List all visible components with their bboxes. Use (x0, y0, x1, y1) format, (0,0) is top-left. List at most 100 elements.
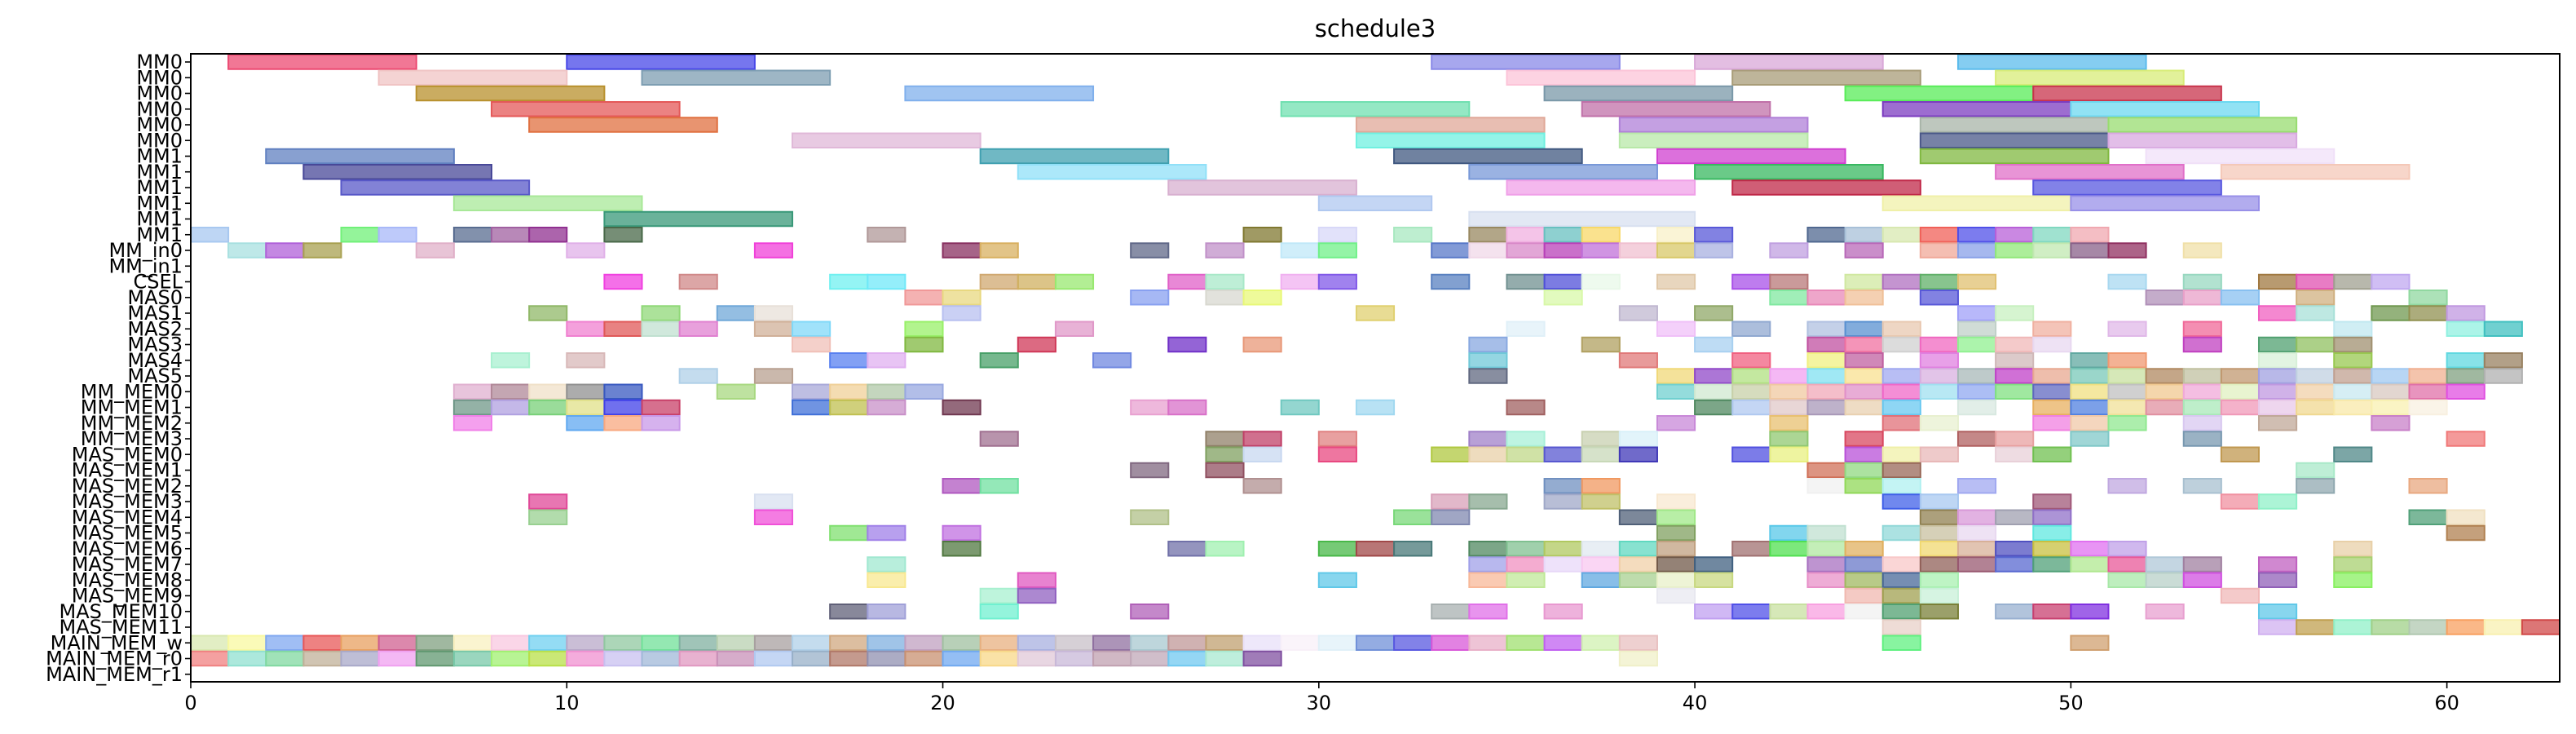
task-bar (1130, 462, 1170, 479)
task-bar (566, 415, 606, 431)
y-tick-label: MM1 (136, 145, 183, 168)
task-bar (2032, 509, 2072, 525)
task-bar (2257, 415, 2298, 431)
task-bar (1731, 541, 1771, 557)
task-bar (1881, 383, 1921, 400)
task-bar (2333, 352, 2373, 369)
task-bar (1844, 352, 1884, 369)
task-bar (2446, 509, 2486, 525)
task-bar (1054, 273, 1095, 290)
task-bar (2182, 383, 2222, 400)
task-bar (641, 635, 681, 651)
task-bar (1506, 635, 1546, 651)
task-bar (1656, 148, 1846, 165)
task-bar (1731, 69, 1921, 86)
task-bar (377, 69, 568, 86)
task-bar (1881, 572, 1921, 588)
task-bar (1618, 635, 1658, 651)
task-bar (1205, 290, 1245, 306)
task-bar (603, 227, 643, 243)
task-bar (2107, 383, 2147, 400)
task-bar (1393, 541, 1433, 557)
task-bars (190, 54, 2561, 667)
task-bar (1581, 227, 1621, 243)
task-bar (2032, 446, 2072, 462)
task-bar (1543, 227, 1583, 243)
task-bar (2483, 352, 2523, 369)
task-bar (1242, 650, 1282, 667)
task-bar (1506, 273, 1546, 290)
chart-title: schedule3 (1315, 15, 1436, 42)
task-bar (829, 399, 869, 416)
task-bar (1205, 541, 1245, 557)
task-bar (528, 509, 568, 525)
task-bar (2145, 604, 2185, 620)
task-bar (1017, 587, 1056, 604)
task-bar (1806, 227, 1846, 243)
task-bar (1468, 164, 1658, 180)
task-bar (2220, 446, 2260, 462)
task-bar (1656, 321, 1696, 337)
task-bar (1355, 635, 1396, 651)
task-bar (753, 368, 794, 384)
task-bar (1468, 635, 1508, 651)
task-bar (1280, 242, 1320, 259)
task-bar (1844, 227, 1884, 243)
task-bar (566, 321, 606, 337)
y-tick-label: MAS_MEM1 (72, 459, 183, 482)
task-bar (1054, 650, 1095, 667)
task-bar (1769, 273, 1809, 290)
task-bar (1543, 493, 1583, 510)
task-bar (2446, 383, 2486, 400)
task-bar (2257, 352, 2298, 369)
task-bar (1468, 336, 1508, 353)
task-bar (979, 352, 1019, 369)
task-bar (1431, 273, 1471, 290)
task-bar (2070, 227, 2110, 243)
task-bar (566, 352, 606, 369)
task-bar (528, 117, 718, 133)
task-bar (1017, 650, 1056, 667)
task-bar (2145, 368, 2185, 384)
task-bar (528, 383, 568, 400)
task-bar (1468, 556, 1508, 573)
task-bar (1995, 431, 2035, 447)
task-bar (2333, 399, 2373, 416)
y-tick-label: MM_in0 (108, 239, 183, 262)
task-bar (1130, 290, 1170, 306)
y-tick-label: MAS4 (127, 349, 183, 372)
task-bar (1656, 242, 1696, 259)
task-bar (2408, 619, 2448, 635)
plot-frame (190, 53, 2561, 683)
task-bar (942, 399, 981, 416)
task-bar (1431, 635, 1471, 651)
task-bar (1694, 164, 1884, 180)
task-bar (2220, 164, 2411, 180)
task-bar (1919, 572, 1959, 588)
y-tick-label: MM1 (136, 192, 183, 214)
task-bar (1806, 321, 1846, 337)
task-bar (867, 556, 906, 573)
task-bar (1694, 383, 1734, 400)
task-bar (829, 383, 869, 400)
task-bar (1017, 572, 1056, 588)
task-bar (340, 179, 531, 196)
task-bar (2371, 368, 2411, 384)
task-bar (603, 273, 643, 290)
task-bar (1919, 541, 1959, 557)
task-bar (1543, 635, 1583, 651)
task-bar (1581, 478, 1621, 494)
task-bar (528, 493, 568, 510)
task-bar (1468, 541, 1508, 557)
task-bar (2070, 195, 2260, 211)
task-bar (1881, 273, 1921, 290)
task-bar (1919, 509, 1959, 525)
task-bar (1881, 368, 1921, 384)
task-bar (1130, 242, 1170, 259)
task-bar (2257, 336, 2298, 353)
task-bar (2257, 572, 2298, 588)
task-bar (2296, 478, 2336, 494)
task-bar (942, 478, 981, 494)
task-bar (1806, 524, 1846, 542)
task-bar (1919, 242, 1959, 259)
